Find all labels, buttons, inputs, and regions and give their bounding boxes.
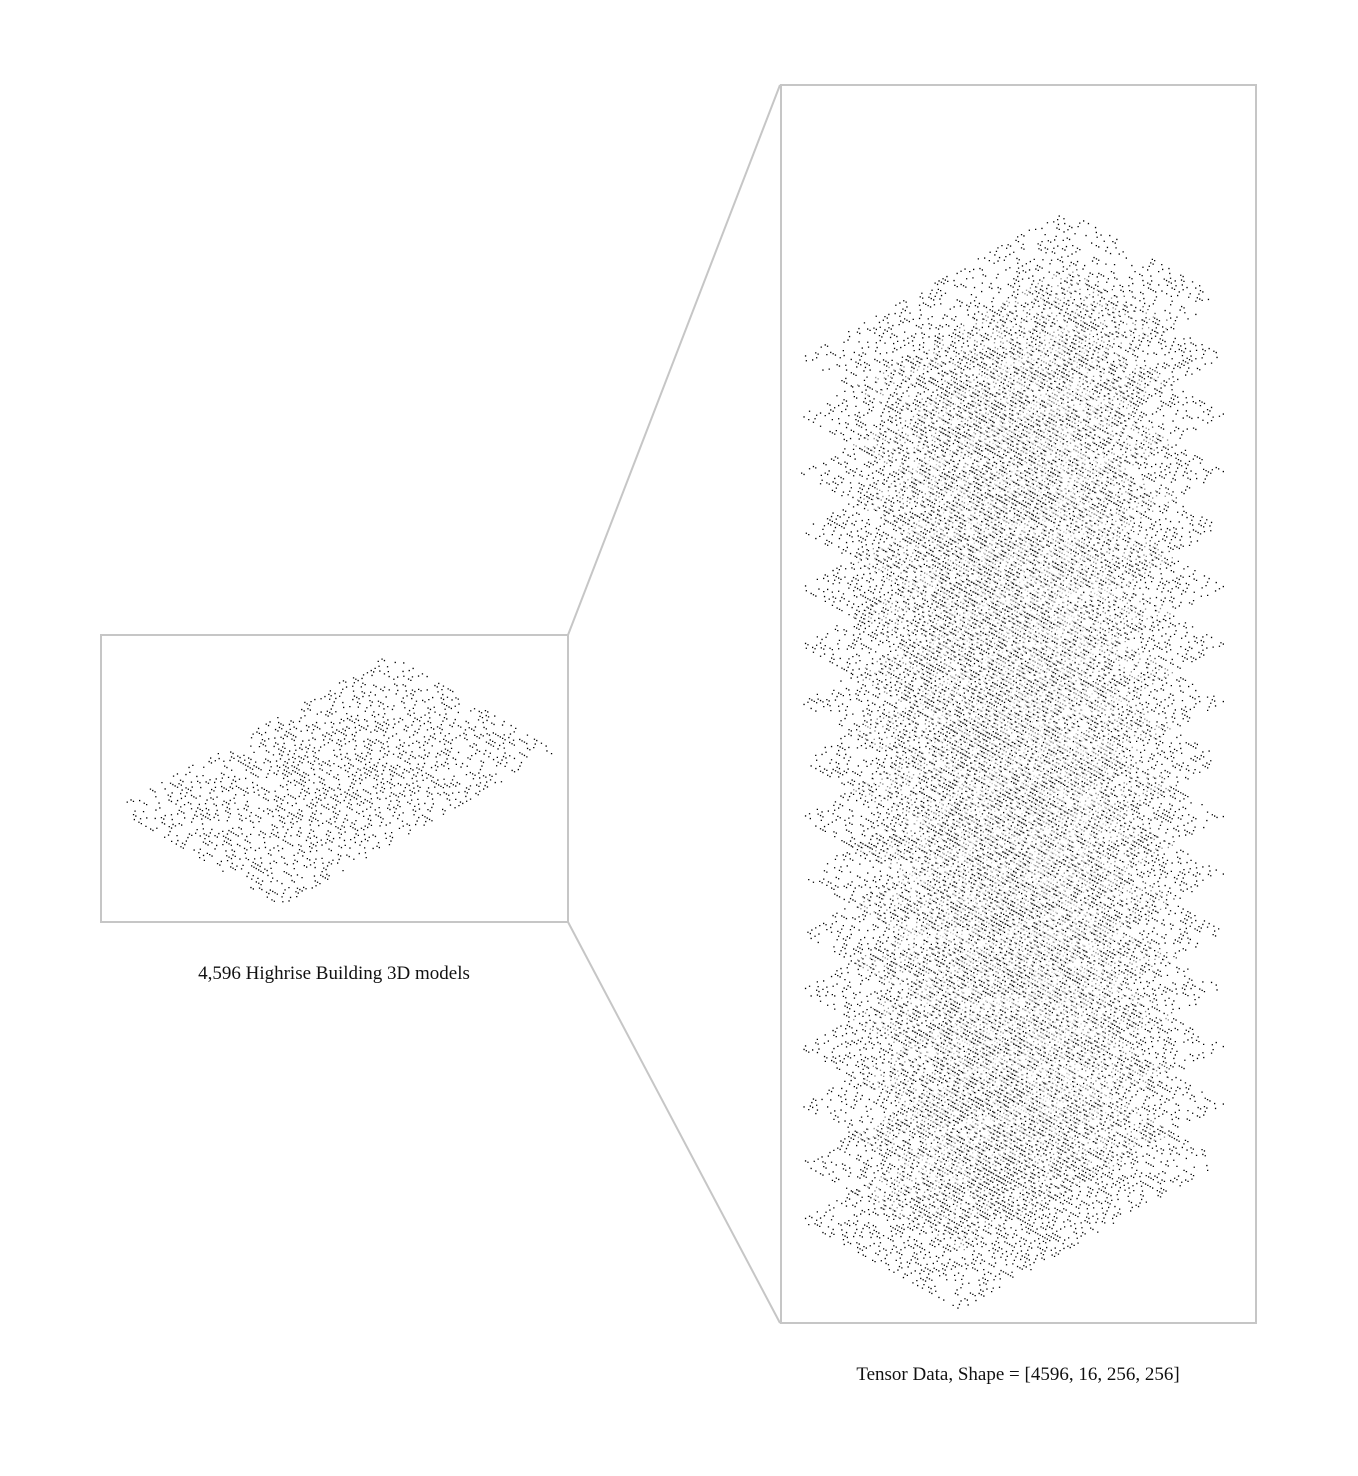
single-model-layer bbox=[115, 652, 561, 906]
tensor-layer-stack bbox=[801, 207, 1229, 1310]
single-model-caption: 4,596 Highrise Building 3D models bbox=[198, 963, 470, 984]
single-model-points bbox=[115, 652, 561, 906]
connector-line-bottom bbox=[567, 921, 781, 1324]
tensor-layer bbox=[801, 1070, 1229, 1310]
tensor-stack-caption: Tensor Data, Shape = [4596, 16, 256, 256… bbox=[856, 1364, 1180, 1385]
connector-line-top bbox=[567, 84, 781, 636]
